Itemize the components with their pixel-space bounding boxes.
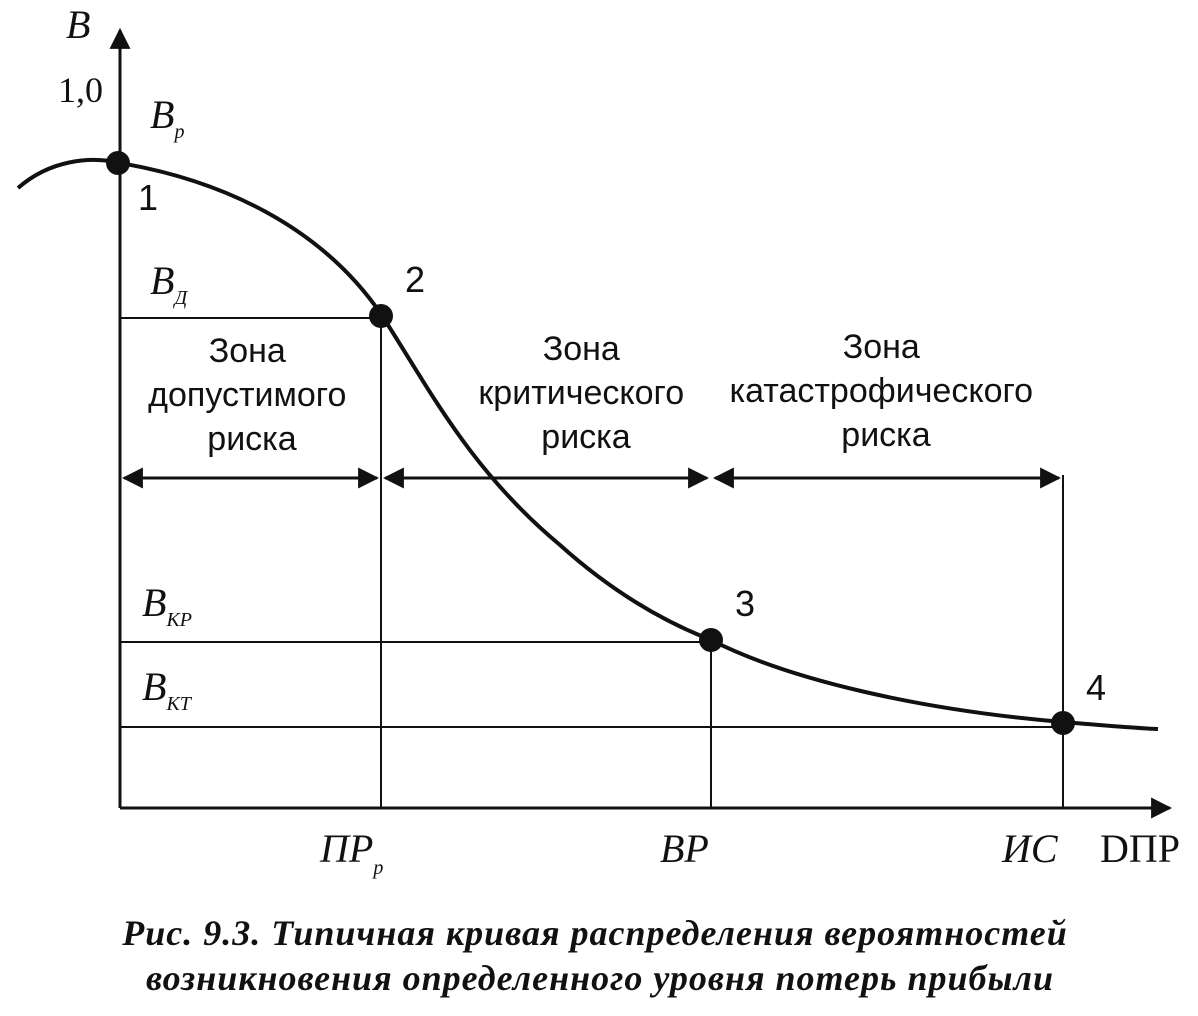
level-label-kt: ВКТ — [142, 664, 193, 715]
y-axis-label: В — [66, 2, 90, 47]
probability-curve — [16, 157, 1159, 731]
zone-label-critical: Зона критического риска — [478, 330, 693, 456]
point-label-2: 2 — [405, 259, 425, 300]
point-label-3: 3 — [735, 583, 755, 624]
level-label-d: ВД — [150, 258, 188, 309]
point-label-1: 1 — [138, 177, 158, 218]
figure-caption: Рис. 9.3. Типичная кривая распределения … — [121, 913, 1077, 998]
point-2 — [369, 304, 393, 328]
level-label-kr: ВКР — [142, 580, 192, 631]
y-tick-top: 1,0 — [58, 70, 103, 110]
x-tick-vr: ВР — [660, 826, 709, 871]
x-tick-pr: ПРр — [319, 826, 383, 879]
zone-label-permissible: Зона допустимого риска — [148, 332, 356, 458]
point-1 — [106, 151, 130, 175]
point-4 — [1051, 711, 1075, 735]
point-label-4: 4 — [1086, 667, 1106, 708]
zone-label-catastrophic: Зона катастрофического риска — [729, 328, 1042, 454]
level-label-r: Вр — [150, 92, 184, 143]
x-axis-label: DПР — [1100, 826, 1180, 871]
point-3 — [699, 628, 723, 652]
x-tick-is: ИС — [1001, 826, 1059, 871]
